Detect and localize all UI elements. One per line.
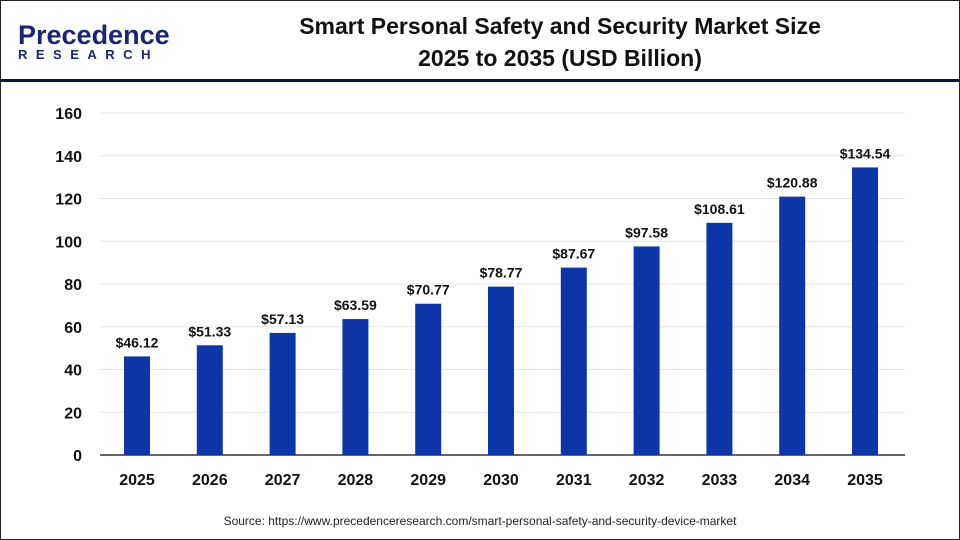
x-tick-label: 2034 <box>774 472 810 489</box>
y-tick-label: 80 <box>64 277 82 294</box>
bar-2025 <box>124 356 150 455</box>
bar-2031 <box>560 267 587 455</box>
y-tick-label: 40 <box>64 363 82 380</box>
bar-2032 <box>633 246 660 455</box>
bar-2030 <box>488 286 514 455</box>
data-label: $78.77 <box>480 265 523 281</box>
data-label: $134.54 <box>840 145 891 161</box>
source-note: Source: https://www.precedenceresearch.c… <box>223 514 737 528</box>
chart-title: Smart Personal Safety and Security Marke… <box>250 10 870 74</box>
x-tick-label: 2029 <box>410 472 446 489</box>
x-tick-label: 2026 <box>192 472 228 489</box>
y-tick-label: 140 <box>55 149 82 166</box>
bar-2028 <box>342 319 369 455</box>
data-label: $63.59 <box>334 297 377 313</box>
data-label: $70.77 <box>407 282 450 298</box>
bar-2035 <box>852 167 878 455</box>
x-tick-label: 2031 <box>556 472 592 489</box>
x-tick-label: 2027 <box>265 472 301 489</box>
x-tick-label: 2025 <box>119 472 155 489</box>
bar-2027 <box>269 332 296 455</box>
header-divider <box>0 79 960 82</box>
title-line-2: 2025 to 2035 (USD Billion) <box>418 45 702 71</box>
bar-2034 <box>779 196 806 455</box>
data-label: $120.88 <box>767 175 818 191</box>
logo-brand: Precedence <box>18 20 170 50</box>
y-tick-label: 160 <box>55 106 82 123</box>
y-tick-label: 120 <box>55 192 82 209</box>
y-tick-label: 0 <box>73 448 82 465</box>
x-tick-label: 2032 <box>629 472 665 489</box>
bar-2033 <box>706 222 733 455</box>
y-tick-label: 100 <box>55 234 82 251</box>
logo-sub: RESEARCH <box>18 47 159 62</box>
data-label: $57.13 <box>261 311 304 327</box>
logo: Precedence RESEARCH <box>18 20 170 62</box>
bar-2029 <box>415 303 442 455</box>
data-label: $51.33 <box>188 323 231 339</box>
title-line-1: Smart Personal Safety and Security Marke… <box>299 13 821 39</box>
y-tick-label: 60 <box>64 320 82 337</box>
x-tick-label: 2030 <box>483 472 519 489</box>
x-tick-label: 2028 <box>338 472 374 489</box>
x-tick-label: 2033 <box>702 472 738 489</box>
x-tick-label: 2035 <box>847 472 883 489</box>
y-tick-label: 20 <box>64 405 82 422</box>
data-label: $108.61 <box>694 201 745 217</box>
bar-2026 <box>196 345 223 455</box>
data-label: $46.12 <box>116 334 159 350</box>
data-label: $97.58 <box>625 224 668 240</box>
data-label: $87.67 <box>552 246 595 262</box>
